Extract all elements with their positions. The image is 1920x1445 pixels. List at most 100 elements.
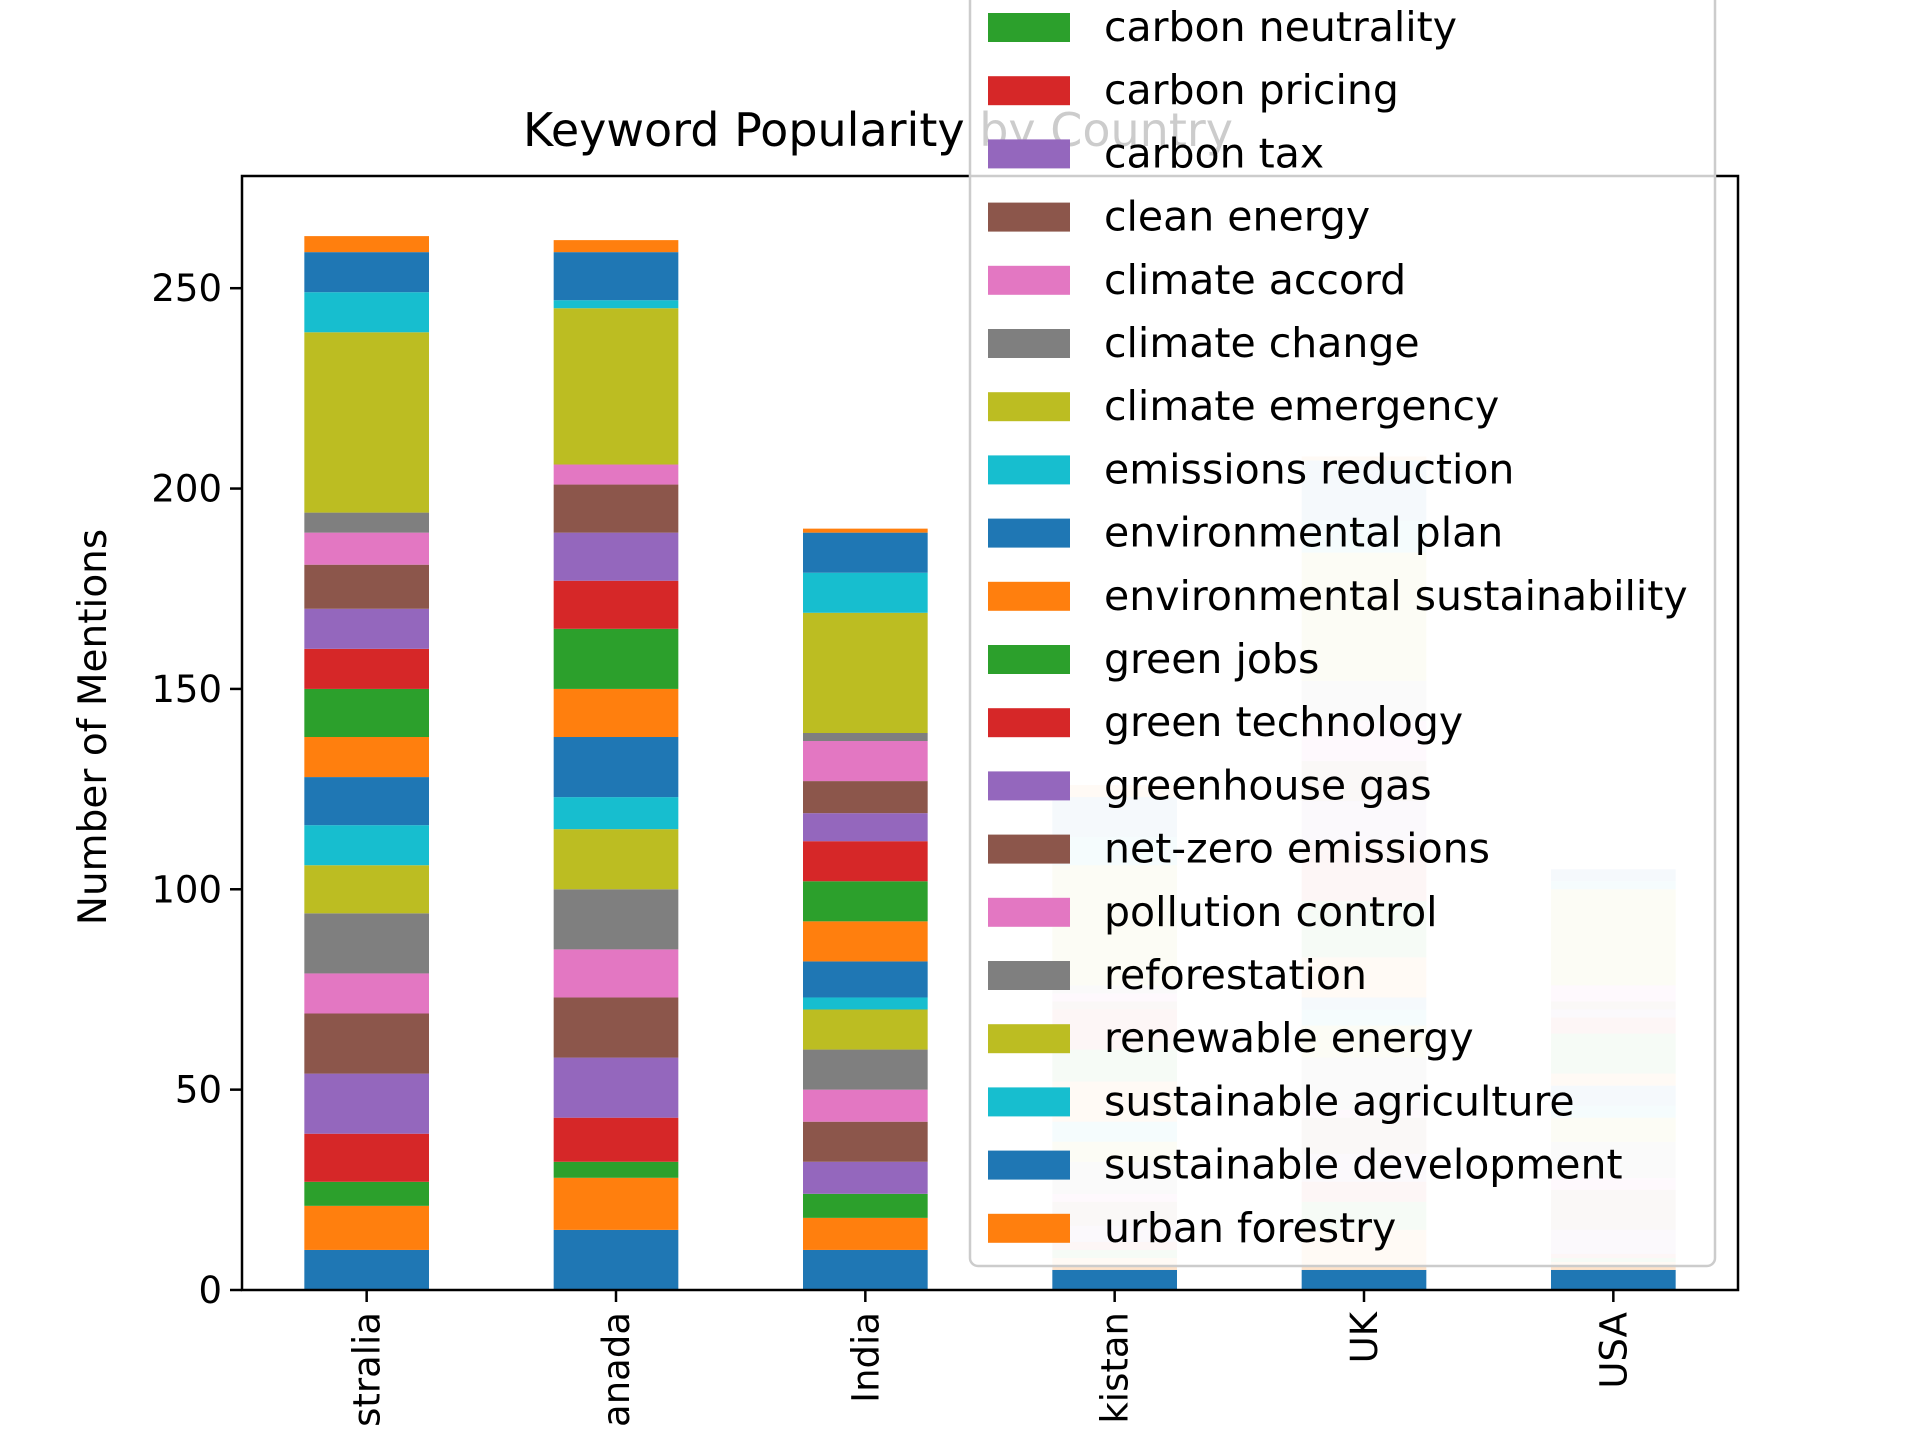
bar-segment-canada-19 xyxy=(553,300,679,309)
bar-segment-pakistan-0 xyxy=(1052,1269,1177,1290)
legend-label: reforestation xyxy=(1104,951,1367,999)
legend-swatch xyxy=(988,13,1070,42)
legend-swatch xyxy=(988,329,1070,358)
x-tick-label: UK xyxy=(1343,1310,1386,1363)
legend-label: climate change xyxy=(1104,319,1420,367)
bar-segment-australia-0 xyxy=(304,1249,429,1290)
bar-segment-australia-5 xyxy=(304,1013,429,1074)
legend-swatch xyxy=(988,708,1070,738)
x-tick-label: stralia xyxy=(346,1312,389,1427)
legend-swatch xyxy=(988,645,1070,674)
legend-label: environmental sustainability xyxy=(1104,572,1688,620)
y-tick-label: 0 xyxy=(198,1269,222,1312)
y-tick-label: 250 xyxy=(151,267,222,310)
bar-segment-canada-12 xyxy=(553,628,679,689)
legend-label: clean energy xyxy=(1104,193,1370,241)
bar-segment-canada-3 xyxy=(553,1117,679,1162)
y-tick-label: 50 xyxy=(175,1069,222,1112)
bar-segment-canada-15 xyxy=(553,484,679,533)
bar-segment-india-10 xyxy=(803,961,928,998)
y-tick-label: 100 xyxy=(151,868,222,911)
legend-swatch xyxy=(988,1213,1070,1243)
bar-segment-australia-20 xyxy=(304,252,429,293)
bar-segment-australia-15 xyxy=(304,564,429,609)
bar-segment-canada-13 xyxy=(553,580,679,629)
bar-segment-india-21 xyxy=(803,528,928,533)
x-tick-label: India xyxy=(844,1312,887,1403)
bar-segment-india-20 xyxy=(803,532,928,573)
bar-segment-india-0 xyxy=(803,1249,928,1290)
bar-segment-australia-9 xyxy=(304,825,429,866)
bar-segment-canada-6 xyxy=(553,949,679,998)
legend-swatch xyxy=(988,392,1070,422)
legend-swatch xyxy=(988,897,1070,927)
legend-label: sustainable agriculture xyxy=(1104,1077,1575,1125)
bar-segment-australia-6 xyxy=(304,973,429,1014)
bar-segment-australia-11 xyxy=(304,737,429,778)
bar-segment-india-6 xyxy=(803,1089,928,1122)
bar-segment-australia-8 xyxy=(304,865,429,914)
bar-segment-canada-10 xyxy=(553,737,679,798)
legend-label: urban forestry xyxy=(1104,1204,1396,1252)
legend-swatch xyxy=(988,518,1070,548)
legend-swatch xyxy=(988,961,1070,990)
legend-swatch xyxy=(988,834,1070,864)
bar-segment-canada-8 xyxy=(553,829,679,890)
y-axis-label: Number of Mentions xyxy=(71,529,116,925)
bar-segment-india-15 xyxy=(803,781,928,814)
legend-label: carbon pricing xyxy=(1104,66,1399,114)
bar-segment-india-14 xyxy=(803,813,928,842)
bar-segment-india-8 xyxy=(803,1009,928,1050)
legend-swatch xyxy=(988,1087,1070,1117)
bar-segment-canada-0 xyxy=(553,1229,679,1290)
bar-segment-india-2 xyxy=(803,1193,928,1218)
bar-segment-india-7 xyxy=(803,1049,928,1090)
legend-label: emissions reduction xyxy=(1104,445,1514,493)
bar-segment-canada-2 xyxy=(553,1161,679,1178)
bar-segment-australia-1 xyxy=(304,1205,429,1250)
legend-label: climate emergency xyxy=(1104,382,1499,430)
legend-swatch xyxy=(988,455,1070,485)
y-tick-label: 150 xyxy=(151,668,222,711)
bar-segment-australia-16 xyxy=(304,532,429,565)
bar-segment-canada-9 xyxy=(553,797,679,830)
bar-segment-australia-19 xyxy=(304,292,429,333)
bar-segment-australia-21 xyxy=(304,236,429,253)
x-tick-label: USA xyxy=(1592,1312,1635,1389)
legend-label: greenhouse gas xyxy=(1104,761,1432,809)
bar-segment-australia-3 xyxy=(304,1133,429,1182)
bar-segment-australia-4 xyxy=(304,1073,429,1134)
bar-segment-canada-7 xyxy=(553,889,679,950)
legend-label: green jobs xyxy=(1104,635,1319,683)
bar-segment-australia-10 xyxy=(304,777,429,826)
legend-swatch xyxy=(988,581,1070,611)
bar-segment-india-4 xyxy=(803,1161,928,1194)
legend-label: pollution control xyxy=(1104,888,1438,936)
legend-swatch xyxy=(988,1150,1070,1180)
legend-swatch xyxy=(988,139,1070,169)
legend-swatch xyxy=(988,202,1070,232)
legend-label: environmental plan xyxy=(1104,509,1503,557)
bar-segment-australia-14 xyxy=(304,608,429,649)
x-tick-label: kistan xyxy=(1094,1312,1137,1424)
bar-segment-canada-16 xyxy=(553,464,679,485)
bar-segment-usa-0 xyxy=(1551,1269,1676,1290)
legend: carbon neutrality carbon pricing carbon ta… xyxy=(968,0,1717,1268)
legend-label: carbon neutrality xyxy=(1104,3,1457,51)
legend-label: carbon tax xyxy=(1104,129,1324,177)
bar-segment-india-16 xyxy=(803,741,928,782)
bar-segment-uk-0 xyxy=(1301,1269,1427,1290)
bar-segment-india-13 xyxy=(803,841,928,882)
bar-segment-india-9 xyxy=(803,997,928,1010)
bar-segment-india-1 xyxy=(803,1217,928,1250)
bar-segment-canada-21 xyxy=(553,240,679,253)
bar-segment-canada-14 xyxy=(553,532,679,581)
legend-label: green technology xyxy=(1104,698,1463,746)
bar-segment-canada-20 xyxy=(553,252,679,301)
bar-segment-india-19 xyxy=(803,572,928,613)
legend-swatch xyxy=(988,265,1070,295)
bar-segment-australia-13 xyxy=(304,648,429,689)
bar-segment-india-12 xyxy=(803,881,928,922)
